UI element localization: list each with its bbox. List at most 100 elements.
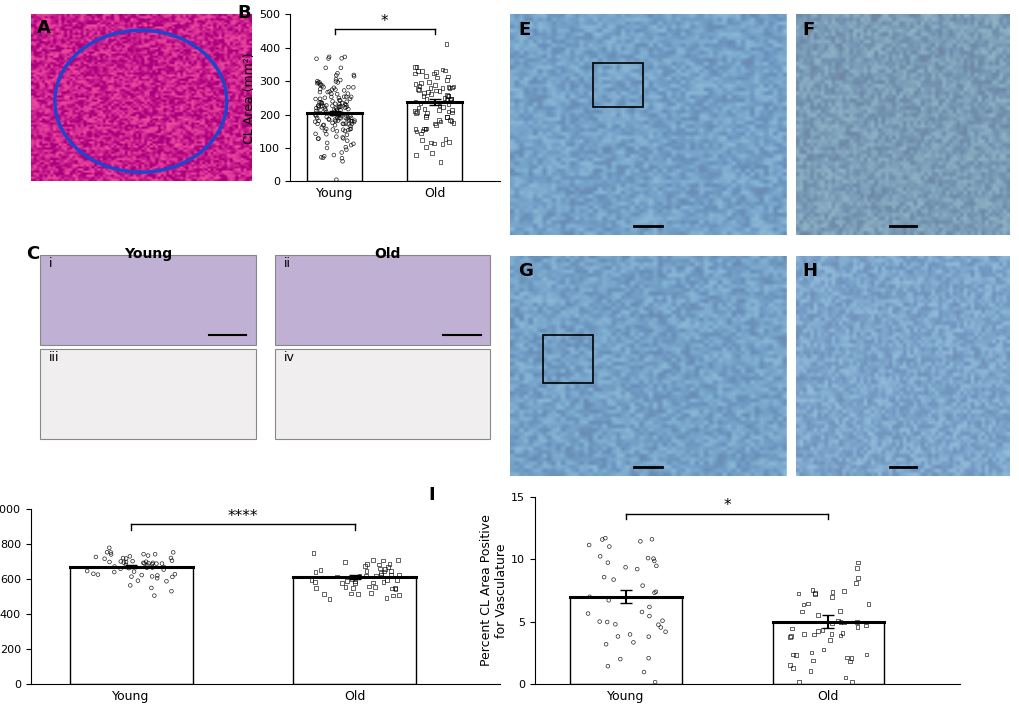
Point — [332, 101, 348, 112]
Point — [317, 103, 333, 114]
Point — [341, 124, 358, 135]
Y-axis label: CL Area (mm²): CL Area (mm²) — [243, 52, 256, 144]
Point — [307, 93, 323, 104]
Text: F: F — [802, 21, 814, 39]
Point — [410, 102, 426, 113]
Point — [312, 86, 328, 98]
Point — [166, 569, 182, 580]
Point — [823, 591, 840, 603]
Point — [605, 574, 622, 585]
Point — [606, 618, 623, 630]
Point — [311, 102, 327, 113]
Point — [634, 580, 650, 591]
Text: E: E — [518, 21, 530, 39]
Point — [849, 557, 865, 568]
Point — [837, 672, 853, 683]
Point — [312, 564, 328, 575]
Point — [832, 630, 848, 642]
Point — [318, 111, 334, 122]
Point — [591, 551, 607, 562]
Point — [385, 590, 401, 601]
Point — [312, 79, 328, 91]
Point — [420, 86, 436, 97]
Point — [650, 619, 666, 631]
Point — [103, 549, 119, 560]
Point — [407, 68, 423, 79]
Point — [386, 582, 403, 593]
Point — [313, 122, 329, 133]
Point — [115, 557, 131, 568]
Point — [849, 621, 865, 633]
Point — [342, 120, 359, 132]
Point — [408, 107, 424, 118]
Point — [645, 555, 661, 567]
Point — [438, 94, 454, 106]
Text: A: A — [37, 19, 51, 37]
Point — [327, 108, 343, 120]
Point — [319, 143, 335, 154]
Point — [424, 147, 440, 158]
Point — [580, 608, 596, 619]
Point — [376, 564, 392, 575]
Point — [832, 605, 848, 616]
Point — [418, 122, 434, 134]
Point — [813, 624, 829, 636]
Point — [334, 97, 351, 109]
Point — [327, 76, 343, 87]
Point — [821, 634, 838, 646]
Point — [609, 631, 626, 642]
Text: B: B — [237, 4, 251, 22]
Text: ii: ii — [283, 257, 290, 270]
Point — [425, 138, 441, 149]
Point — [443, 82, 460, 94]
Point — [629, 563, 645, 575]
Point — [328, 105, 344, 117]
Point — [438, 111, 454, 122]
Point — [325, 82, 341, 94]
Point — [310, 133, 326, 145]
Point — [795, 598, 811, 610]
Point — [787, 649, 803, 660]
Point — [320, 113, 336, 125]
Point — [804, 584, 820, 595]
Point — [784, 649, 800, 660]
Point — [124, 555, 141, 567]
Point — [806, 588, 822, 600]
Point — [434, 64, 450, 76]
Point — [321, 593, 337, 605]
Point — [318, 128, 334, 140]
Point — [581, 591, 597, 603]
Point — [436, 92, 452, 104]
Point — [308, 102, 324, 114]
Point — [318, 123, 334, 135]
Point — [86, 568, 102, 580]
Point — [836, 617, 852, 629]
Point — [147, 549, 163, 560]
Point — [136, 557, 152, 569]
Point — [443, 107, 460, 118]
Point — [427, 79, 443, 91]
Point — [647, 586, 663, 598]
Point — [415, 90, 431, 102]
Point — [310, 77, 326, 89]
Point — [849, 572, 865, 584]
Point — [117, 559, 133, 570]
Point — [307, 116, 323, 127]
FancyBboxPatch shape — [274, 255, 490, 345]
Point — [416, 87, 432, 99]
Point — [443, 115, 460, 127]
Point — [335, 108, 352, 120]
Point — [785, 662, 801, 674]
Point — [334, 124, 351, 135]
Point — [328, 174, 344, 186]
Point — [309, 118, 325, 130]
Bar — [592, 63, 642, 107]
Point — [335, 91, 352, 102]
Point — [382, 565, 398, 577]
Point — [335, 85, 352, 96]
Point — [372, 567, 388, 579]
Point — [334, 118, 351, 130]
Point — [378, 592, 394, 603]
Point — [351, 570, 367, 581]
Point — [340, 81, 357, 93]
